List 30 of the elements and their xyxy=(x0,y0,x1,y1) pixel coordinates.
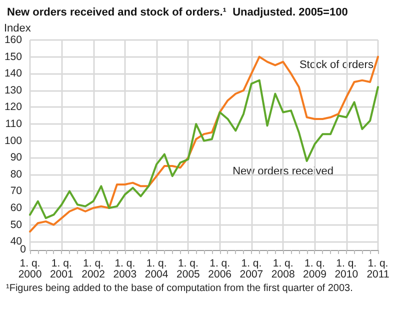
y-tick-label: 80 xyxy=(10,168,22,180)
y-tick-label: 130 xyxy=(4,84,22,96)
x-tick-label: 1. q. 2009 xyxy=(303,258,327,280)
line-series xyxy=(29,56,379,233)
x-tick-label: 1. q. 2000 xyxy=(18,258,42,280)
chart-title: New orders received and stock of orders.¹ Unadjusted. 2005=100 xyxy=(7,6,348,18)
line-series xyxy=(29,79,379,220)
x-tick-label: 1. q. 2010 xyxy=(334,258,358,280)
y-tick-label: 120 xyxy=(4,101,22,114)
y-tick-label: 150 xyxy=(4,50,22,63)
text: ¹Figures being added to the base of computation from the first quarter of 2003. xyxy=(6,283,353,294)
y-tick-label: 90 xyxy=(10,152,22,164)
y-tick-label: 100 xyxy=(4,134,22,147)
text: 0 xyxy=(20,244,26,256)
x-tick-label: 1. q. 2011 xyxy=(366,258,390,280)
y-tick-label: 50 xyxy=(10,218,22,231)
x-tick-label: 1. q. 2001 xyxy=(50,258,74,280)
y-tick-label: 70 xyxy=(10,185,22,198)
x-tick-label: 1. q. 2008 xyxy=(271,258,295,280)
y-tick-label: 160 xyxy=(4,34,22,46)
x-tick-label: 1. q. 2007 xyxy=(240,258,264,280)
x-tick-label: 1. q. 2006 xyxy=(208,258,232,280)
x-tick-label: 1. q. 2003 xyxy=(113,258,137,280)
x-tick-label: 1. q. 2002 xyxy=(82,258,106,280)
y-tick-label: 140 xyxy=(4,68,22,80)
y-tick-label: 60 xyxy=(10,202,22,214)
y-tick-label: 110 xyxy=(5,118,22,130)
x-tick-label: 1. q. 2004 xyxy=(144,258,168,280)
x-tick-label: 1. q. 2005 xyxy=(176,258,200,280)
y-axis-title: Index xyxy=(4,22,32,34)
